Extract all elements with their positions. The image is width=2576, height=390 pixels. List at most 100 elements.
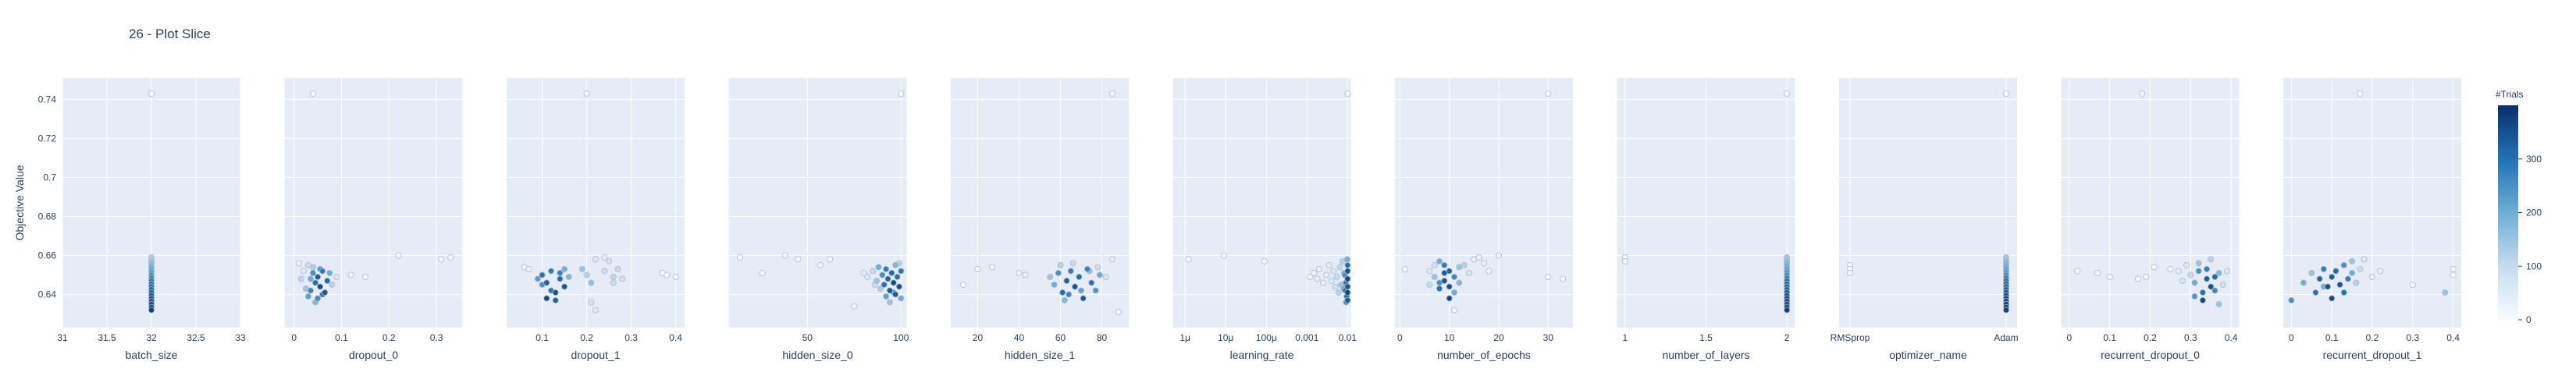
data-point[interactable] xyxy=(2208,256,2215,263)
data-point[interactable] xyxy=(2353,279,2360,286)
data-point[interactable] xyxy=(1076,273,1083,280)
data-point[interactable] xyxy=(1436,285,1443,292)
data-point[interactable] xyxy=(2195,260,2202,267)
data-point[interactable] xyxy=(860,269,867,276)
data-point[interactable] xyxy=(2409,281,2416,288)
data-point[interactable] xyxy=(1083,265,1091,272)
data-point[interactable] xyxy=(307,287,314,294)
data-point[interactable] xyxy=(2199,296,2206,303)
data-point[interactable] xyxy=(295,260,302,267)
data-point[interactable] xyxy=(1431,273,1438,280)
data-point[interactable] xyxy=(2094,269,2101,276)
data-point[interactable] xyxy=(1069,260,1076,267)
data-point[interactable] xyxy=(2002,90,2009,98)
data-point[interactable] xyxy=(1485,268,1493,275)
data-point[interactable] xyxy=(2308,269,2315,276)
data-point[interactable] xyxy=(1344,289,1351,296)
data-point[interactable] xyxy=(1072,283,1079,290)
data-point[interactable] xyxy=(1545,90,1552,98)
data-point[interactable] xyxy=(1325,261,1332,268)
data-point[interactable] xyxy=(1078,287,1085,294)
data-point[interactable] xyxy=(1088,279,1095,286)
data-point[interactable] xyxy=(319,268,326,275)
data-point[interactable] xyxy=(1320,279,1327,286)
data-point[interactable] xyxy=(1471,256,1478,263)
data-point[interactable] xyxy=(898,268,905,275)
data-point[interactable] xyxy=(2215,300,2222,307)
data-point[interactable] xyxy=(2204,265,2211,272)
data-point[interactable] xyxy=(875,264,882,271)
data-point[interactable] xyxy=(1016,269,1023,276)
data-point[interactable] xyxy=(1185,256,1192,263)
data-point[interactable] xyxy=(1441,261,1448,268)
data-point[interactable] xyxy=(2211,287,2218,294)
data-point[interactable] xyxy=(2204,275,2211,282)
data-point[interactable] xyxy=(614,265,621,272)
data-point[interactable] xyxy=(1061,296,1068,303)
data-point[interactable] xyxy=(592,307,600,314)
data-point[interactable] xyxy=(886,287,893,294)
data-point[interactable] xyxy=(2134,275,2141,282)
data-point[interactable] xyxy=(1441,269,1448,276)
data-point[interactable] xyxy=(1055,269,1062,276)
data-point[interactable] xyxy=(1315,265,1322,272)
data-point[interactable] xyxy=(892,291,899,298)
data-point[interactable] xyxy=(1441,277,1448,284)
data-point[interactable] xyxy=(2450,271,2457,278)
data-point[interactable] xyxy=(552,289,559,296)
data-point[interactable] xyxy=(1344,275,1351,282)
data-point[interactable] xyxy=(1436,257,1443,264)
data-point[interactable] xyxy=(557,269,564,276)
data-point[interactable] xyxy=(2151,264,2158,271)
data-point[interactable] xyxy=(2195,268,2202,275)
data-point[interactable] xyxy=(1621,257,1628,264)
data-point[interactable] xyxy=(1307,273,1314,280)
data-point[interactable] xyxy=(315,295,322,302)
data-point[interactable] xyxy=(1451,307,1458,314)
data-point[interactable] xyxy=(2320,265,2327,272)
data-point[interactable] xyxy=(447,254,454,261)
data-point[interactable] xyxy=(873,277,881,284)
data-point[interactable] xyxy=(2288,296,2295,303)
data-point[interactable] xyxy=(2336,281,2343,288)
data-point[interactable] xyxy=(736,254,743,261)
data-point[interactable] xyxy=(672,273,679,280)
data-point[interactable] xyxy=(2074,268,2081,275)
data-point[interactable] xyxy=(1846,269,1853,276)
data-point[interactable] xyxy=(2167,265,2174,272)
data-point[interactable] xyxy=(2199,289,2206,296)
data-point[interactable] xyxy=(324,277,331,284)
data-point[interactable] xyxy=(2175,268,2182,275)
data-point[interactable] xyxy=(561,265,568,272)
data-point[interactable] xyxy=(827,256,834,263)
data-point[interactable] xyxy=(1092,287,1099,294)
data-point[interactable] xyxy=(619,275,626,282)
data-point[interactable] xyxy=(883,265,890,272)
data-point[interactable] xyxy=(1063,277,1070,284)
data-point[interactable] xyxy=(1332,283,1339,290)
data-point[interactable] xyxy=(1466,269,1473,276)
data-point[interactable] xyxy=(326,269,333,276)
data-point[interactable] xyxy=(1784,307,1791,314)
data-point[interactable] xyxy=(300,268,307,275)
data-point[interactable] xyxy=(329,281,336,288)
data-point[interactable] xyxy=(148,307,155,314)
data-point[interactable] xyxy=(2340,261,2347,268)
data-point[interactable] xyxy=(2106,273,2113,280)
data-point[interactable] xyxy=(959,281,966,288)
data-point[interactable] xyxy=(1451,289,1458,296)
data-point[interactable] xyxy=(1115,308,1122,315)
data-point[interactable] xyxy=(312,279,319,286)
data-point[interactable] xyxy=(610,273,617,280)
data-point[interactable] xyxy=(2324,283,2331,290)
data-point[interactable] xyxy=(1426,281,1433,288)
data-point[interactable] xyxy=(2179,277,2186,284)
data-point[interactable] xyxy=(1335,289,1342,296)
data-point[interactable] xyxy=(1426,268,1433,275)
data-point[interactable] xyxy=(534,275,541,282)
data-point[interactable] xyxy=(879,271,886,278)
data-point[interactable] xyxy=(552,296,559,303)
data-point[interactable] xyxy=(1344,261,1351,268)
data-point[interactable] xyxy=(347,271,354,278)
data-point[interactable] xyxy=(1431,261,1438,268)
